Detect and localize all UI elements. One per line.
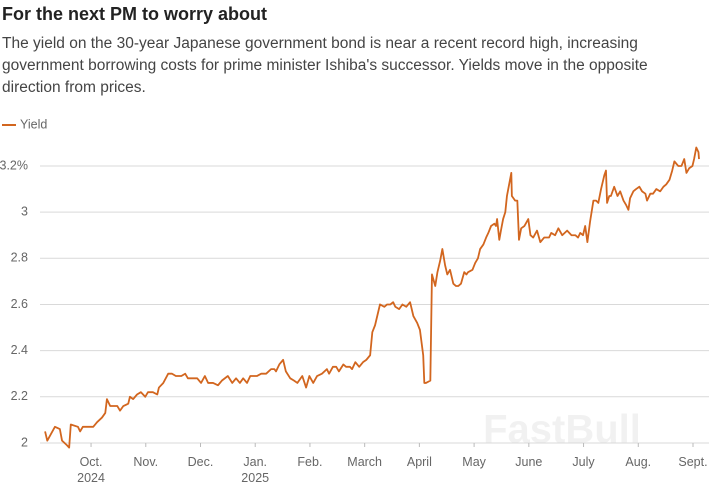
legend-label: Yield bbox=[20, 117, 47, 131]
x-tick-label: April bbox=[406, 455, 432, 469]
x-tick-label: May bbox=[462, 455, 486, 469]
x-tick-label: March bbox=[347, 455, 383, 469]
x-tick-label: Nov. bbox=[133, 455, 159, 469]
x-tick-label: July bbox=[572, 455, 595, 469]
watermark: FastBull bbox=[483, 408, 641, 452]
y-tick-label: 3 bbox=[21, 204, 28, 218]
y-tick-label: 2.6 bbox=[11, 297, 28, 311]
chart-subtitle: The yield on the 30-year Japanese govern… bbox=[2, 35, 648, 96]
series-line bbox=[44, 146, 700, 449]
x-tick-label: Oct. 2024 bbox=[77, 455, 105, 485]
x-tick-label: Jan. 2025 bbox=[241, 455, 270, 485]
y-tick-label: 3.2% bbox=[0, 158, 28, 172]
y-tick-label: 2.4 bbox=[11, 343, 28, 357]
x-tick-label: June bbox=[515, 455, 543, 469]
y-tick-label: 2.8 bbox=[11, 251, 28, 265]
y-tick-label: 2 bbox=[21, 435, 28, 449]
chart-title: For the next PM to worry about bbox=[2, 4, 268, 24]
x-tick-label: Dec. bbox=[187, 455, 214, 469]
x-tick-label: Sept. bbox=[678, 455, 708, 469]
x-tick-label: Feb. bbox=[297, 455, 323, 469]
x-tick-label: Aug. bbox=[625, 455, 652, 469]
y-tick-label: 2.2 bbox=[11, 389, 28, 403]
